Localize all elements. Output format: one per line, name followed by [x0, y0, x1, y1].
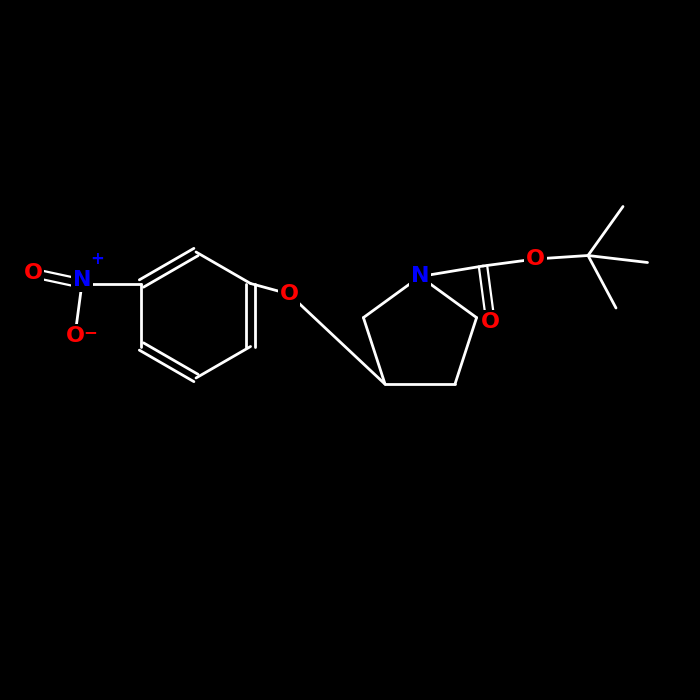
Text: O: O: [480, 312, 500, 332]
Text: +: +: [90, 250, 104, 268]
Text: O: O: [65, 326, 85, 346]
Text: N: N: [73, 270, 91, 290]
Text: O: O: [526, 249, 545, 269]
Text: N: N: [411, 267, 429, 286]
Text: O: O: [279, 284, 299, 304]
Text: O: O: [23, 263, 43, 283]
Text: −: −: [83, 323, 97, 342]
